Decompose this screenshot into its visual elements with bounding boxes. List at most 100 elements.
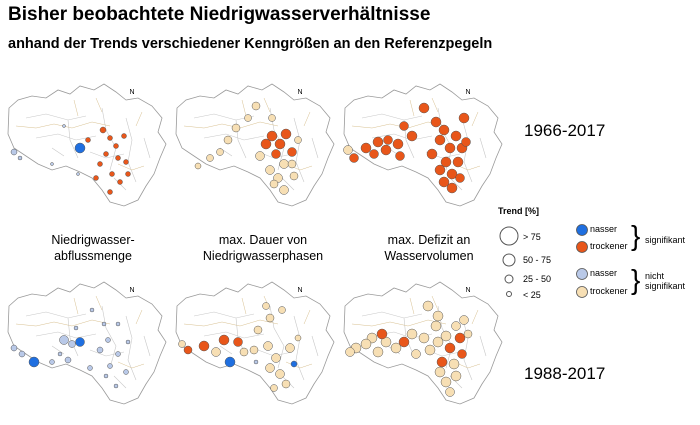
gauge-station-marker bbox=[411, 349, 421, 359]
gauge-station-marker bbox=[223, 135, 233, 145]
gauge-station-marker bbox=[76, 172, 80, 176]
period-label-1966: 1966-2017 bbox=[524, 121, 606, 140]
gauge-station-marker bbox=[446, 168, 458, 180]
gauge-station-marker bbox=[265, 313, 275, 323]
gauge-station-marker bbox=[450, 370, 462, 382]
gauge-station-marker bbox=[59, 335, 69, 345]
gauge-station-marker bbox=[249, 345, 259, 355]
gauge-station-marker bbox=[430, 116, 442, 128]
gauge-station-marker bbox=[233, 337, 243, 347]
gauge-station-marker bbox=[372, 346, 384, 358]
gauge-station-marker bbox=[422, 300, 434, 312]
gauge-station-marker bbox=[434, 366, 446, 378]
legend-size-circle bbox=[499, 226, 519, 246]
gauge-station-marker bbox=[446, 182, 458, 194]
gauge-station-marker bbox=[123, 159, 129, 165]
north-arrow-icon: N bbox=[129, 287, 134, 294]
gauge-station-marker bbox=[395, 151, 405, 161]
map-subtitle: anhand der Trends verschiedener Kenngröß… bbox=[8, 36, 493, 52]
gauge-station-marker bbox=[105, 337, 111, 343]
gauge-station-marker bbox=[253, 359, 259, 365]
gauge-station-marker bbox=[438, 124, 450, 136]
gauge-station-marker bbox=[448, 358, 460, 370]
gauge-station-marker bbox=[450, 130, 462, 142]
gauge-station-marker bbox=[392, 138, 404, 150]
gauge-station-marker bbox=[218, 334, 230, 346]
gauge-station-marker bbox=[390, 342, 402, 354]
north-arrow-icon: N bbox=[465, 287, 470, 294]
gauge-station-marker bbox=[279, 159, 289, 169]
gauge-station-marker bbox=[85, 137, 91, 143]
gauge-station-marker bbox=[461, 137, 471, 147]
gauge-station-marker bbox=[99, 126, 107, 134]
gauge-station-marker bbox=[269, 179, 279, 189]
gauge-station-marker bbox=[183, 345, 193, 355]
gauge-station-marker bbox=[406, 130, 418, 142]
gauge-station-marker bbox=[432, 336, 444, 348]
gauge-station-marker bbox=[89, 307, 95, 313]
gauge-station-marker bbox=[287, 147, 297, 157]
gauge-station-marker bbox=[376, 328, 388, 340]
legend-category-label: trockener bbox=[590, 286, 628, 296]
gauge-station-marker bbox=[424, 344, 436, 356]
gauge-station-marker bbox=[239, 347, 249, 357]
gauge-station-marker bbox=[73, 325, 79, 331]
indicator-caption: Niedrigwasser- abflussmenge bbox=[51, 233, 135, 263]
gauge-station-marker bbox=[290, 360, 298, 368]
gauge-station-marker bbox=[360, 142, 372, 154]
gauge-station-marker bbox=[454, 332, 466, 344]
gauge-station-marker bbox=[430, 320, 442, 332]
gauge-station-marker bbox=[28, 356, 40, 368]
gauge-station-marker bbox=[262, 302, 270, 310]
gauge-station-marker bbox=[444, 142, 456, 154]
gauge-station-marker bbox=[101, 321, 107, 327]
gauge-station-marker bbox=[434, 164, 446, 176]
legend-size-circle bbox=[502, 253, 516, 267]
gauge-station-marker bbox=[251, 101, 261, 111]
gauge-station-marker bbox=[275, 369, 285, 379]
gauge-station-marker bbox=[121, 133, 127, 139]
gauge-station-marker bbox=[68, 340, 76, 348]
gauge-station-marker bbox=[265, 363, 275, 373]
gauge-station-marker bbox=[287, 159, 297, 169]
gauge-station-marker bbox=[271, 353, 281, 363]
legend-size-circle bbox=[504, 274, 514, 284]
gauge-station-marker bbox=[383, 135, 393, 145]
gauge-station-marker bbox=[280, 128, 292, 140]
gauge-station-marker bbox=[125, 171, 131, 177]
north-arrow-icon: N bbox=[129, 89, 134, 96]
gauge-station-marker bbox=[117, 179, 123, 185]
legend-group-label: nicht signifikant bbox=[645, 271, 686, 291]
gauge-station-marker bbox=[87, 365, 93, 371]
gauge-station-marker bbox=[349, 153, 359, 163]
map-defizit-1966: N bbox=[342, 78, 514, 213]
gauge-station-marker bbox=[289, 171, 299, 181]
gauge-station-marker bbox=[463, 329, 473, 339]
gauge-station-marker bbox=[57, 351, 63, 357]
north-arrow-icon: N bbox=[297, 287, 302, 294]
gauge-station-marker bbox=[64, 356, 72, 364]
gauge-station-marker bbox=[455, 173, 465, 183]
north-arrow-icon: N bbox=[465, 89, 470, 96]
gauge-station-marker bbox=[115, 321, 121, 327]
gauge-station-marker bbox=[440, 376, 452, 388]
gauge-station-marker bbox=[93, 175, 99, 181]
gauge-station-marker bbox=[418, 332, 430, 344]
gauge-station-marker bbox=[399, 121, 409, 131]
gauge-station-marker bbox=[451, 321, 461, 331]
gauge-station-marker bbox=[216, 148, 224, 156]
gauge-station-marker bbox=[107, 189, 113, 195]
gauge-station-marker bbox=[432, 310, 444, 322]
gauge-station-marker bbox=[418, 102, 430, 114]
gauge-station-marker bbox=[459, 315, 469, 325]
gauge-station-marker bbox=[115, 351, 121, 357]
gauge-station-marker bbox=[398, 336, 410, 348]
indicator-caption: max. Dauer von Niedrigwasserphasen bbox=[202, 233, 324, 263]
gauge-station-marker bbox=[438, 176, 450, 188]
gauge-station-marker bbox=[285, 343, 295, 353]
gauge-station-marker bbox=[345, 347, 355, 357]
gauge-station-marker bbox=[440, 330, 452, 342]
map-dauer-1966: N bbox=[174, 78, 346, 213]
gauge-station-marker bbox=[244, 114, 252, 122]
indicator-caption: max. Defizit an Wasservolumen bbox=[384, 233, 474, 263]
